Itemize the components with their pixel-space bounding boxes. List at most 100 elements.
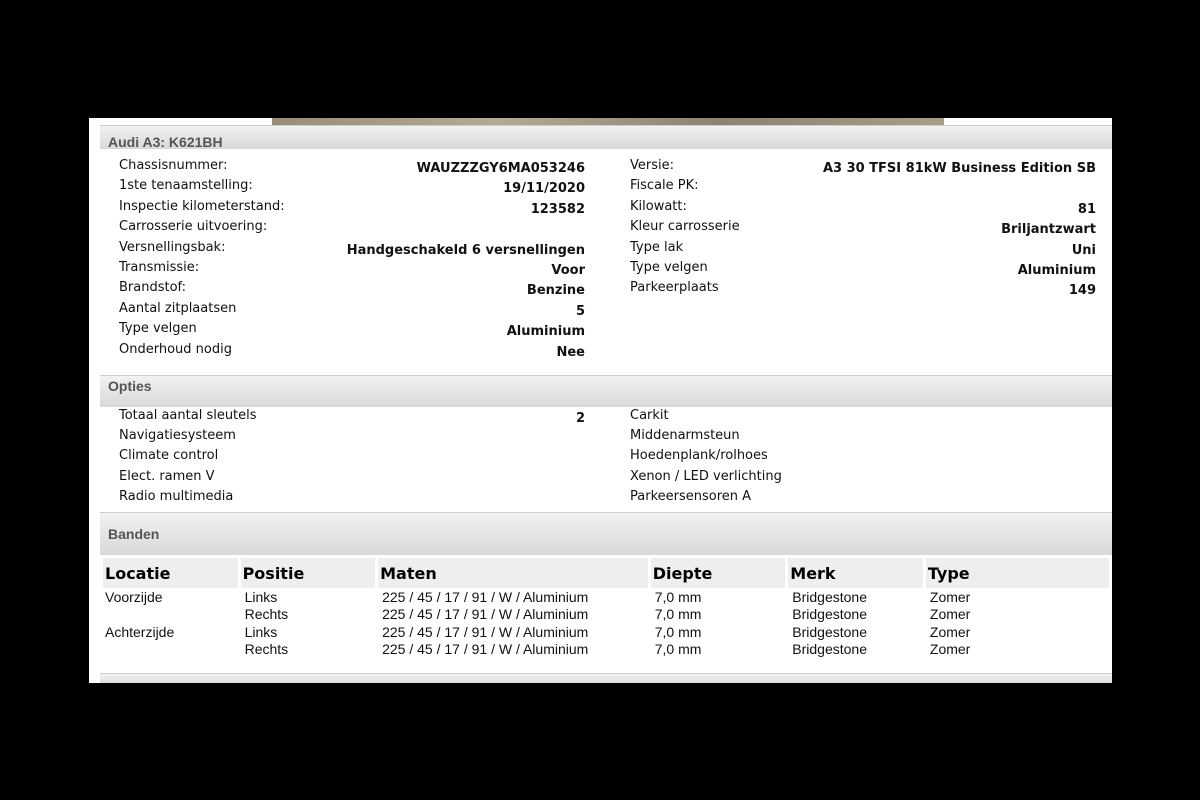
spec-row: Carkit: [89, 406, 1112, 426]
table-cell: Links: [244, 588, 278, 605]
table-cell: [103, 606, 238, 624]
table-cell: Zomer: [929, 641, 971, 658]
column-header: Type: [925, 558, 1109, 588]
spec-row: Kilowatt: 81: [89, 197, 1112, 217]
table-cell: Achterzijde: [105, 623, 175, 640]
spec-row: Transmissie: Voor: [89, 258, 1112, 278]
spec-label: Versie:: [630, 158, 674, 173]
spec-value: Briljantzwart: [1001, 222, 1096, 238]
spec-value: Voor: [551, 263, 585, 278]
spec-row: Hoedenplank/rolhoes: [89, 446, 1112, 466]
spec-row: Aantal zitplaatsen 5: [89, 299, 1112, 319]
spec-label: Inspectie kilometerstand:: [119, 198, 285, 214]
table-cell: 7,0 mm: [654, 623, 702, 640]
spec-label: Type velgen: [119, 321, 197, 337]
table-cell: Links: [244, 623, 278, 640]
spec-label: Kleur carrosserie: [630, 219, 740, 235]
spec-label: Chassisnummer:: [119, 158, 228, 173]
spec-row: Navigatiesysteem: [89, 426, 1112, 446]
spec-label: Parkeerplaats: [630, 280, 719, 296]
spec-row: Elect. ramen V: [89, 467, 1112, 487]
table-cell: 225 / 45 / 17 / 91 / W / Aluminium: [382, 606, 589, 623]
table-cell: Rechts: [244, 606, 289, 623]
spec-row: Type velgen Aluminium: [89, 319, 1112, 339]
spec-label: Carkit: [630, 408, 669, 423]
spec-label: Kilowatt:: [630, 198, 687, 214]
column-header: Locatie: [103, 558, 238, 588]
tires-table: Locatie Positie Maten Diepte Merk Type Voorzi…: [100, 558, 1112, 658]
table-cell: [103, 641, 238, 659]
spec-value: 5: [575, 303, 585, 319]
column-header: Diepte: [650, 558, 786, 588]
spec-label: Fiscale PK:: [630, 178, 699, 194]
spec-label: Middenarmsteun: [630, 428, 740, 444]
spec-row: Parkeersensoren A: [89, 487, 1112, 507]
spec-label: Elect. ramen V: [119, 468, 215, 484]
spec-value: 2: [575, 411, 585, 426]
spec-value: Benzine: [526, 283, 585, 299]
vehicle-photo: [272, 118, 944, 125]
spec-row: Chassisnummer: WAUZZZGY6MA053246: [89, 156, 1112, 176]
spec-label: Parkeersensoren A: [630, 488, 752, 504]
table-cell: 225 / 45 / 17 / 91 / W / Aluminium: [382, 588, 589, 605]
vehicle-detail-panel: Audi A3: K621BH Chassisnummer: WAUZZZGY6M…: [89, 118, 1112, 683]
spec-row: Parkeerplaats 149: [89, 278, 1112, 298]
table-cell: 7,0 mm: [654, 606, 702, 623]
spec-label: Brandstof:: [119, 280, 187, 296]
spec-row: Fiscale PK:: [89, 176, 1112, 196]
column-header: Positie: [240, 558, 376, 588]
spec-value: 19/11/2020: [503, 181, 585, 197]
table-row: Achterzijde Links 225 / 45 / 17 / 91 / W /…: [103, 623, 1109, 641]
spec-label: Climate control: [119, 448, 219, 464]
spec-row: Onderhoud nodig Nee: [89, 340, 1112, 360]
spec-row: Kleur carrosserie Briljantzwart: [89, 217, 1112, 237]
spec-value: Handgeschakeld 6 versnellingen: [346, 242, 585, 258]
table-cell: Bridgestone: [792, 623, 867, 640]
spec-value: Aluminium: [506, 324, 585, 340]
spec-label: Navigatiesysteem: [119, 428, 236, 444]
table-cell: Rechts: [244, 641, 289, 658]
spec-value: Nee: [556, 344, 585, 360]
column-header: Merk: [788, 558, 923, 588]
spec-row: Radio multimedia: [89, 487, 1112, 507]
table-cell: Zomer: [929, 623, 971, 640]
spec-row: Xenon / LED verlichting: [89, 467, 1112, 487]
table-cell: Zomer: [929, 606, 971, 623]
spec-row: Carrosserie uitvoering:: [89, 217, 1112, 237]
table-cell: Bridgestone: [792, 606, 867, 623]
spec-row: Type velgen Aluminium: [89, 258, 1112, 278]
options-section-header: Opties: [100, 375, 1112, 407]
table-row: Rechts 225 / 45 / 17 / 91 / W / Aluminium…: [103, 641, 1109, 659]
table-cell: Bridgestone: [792, 588, 867, 605]
spec-label: Hoedenplank/rolhoes: [630, 448, 768, 464]
table-cell: 7,0 mm: [654, 588, 702, 605]
spec-label: Carrosserie uitvoering:: [119, 219, 268, 235]
spec-label: 1ste tenaamstelling:: [119, 178, 253, 194]
spec-label: Onderhoud nodig: [119, 341, 232, 357]
spec-value: WAUZZZGY6MA053246: [416, 161, 585, 176]
spec-value: Uni: [1071, 242, 1096, 258]
spec-row: Climate control: [89, 446, 1112, 466]
spec-label: Type velgen: [630, 260, 708, 275]
spec-value: A3 30 TFSI 81kW Business Edition SB: [822, 161, 1096, 176]
spec-row: 1ste tenaamstelling: 19/11/2020: [89, 176, 1112, 196]
spec-row: Type lak Uni: [89, 238, 1112, 258]
table-cell: 7,0 mm: [654, 641, 702, 658]
spec-row: Totaal aantal sleutels 2: [89, 406, 1112, 426]
spec-row: Inspectie kilometerstand: 123582: [89, 197, 1112, 217]
spec-value: 149: [1068, 283, 1096, 299]
vehicle-section-header: Audi A3: K621BH: [100, 125, 1112, 150]
spec-value: 123582: [530, 201, 585, 217]
spec-value: 81: [1077, 201, 1096, 217]
spec-label: Aantal zitplaatsen: [119, 300, 237, 316]
tires-section-header: Banden: [100, 512, 1112, 555]
spec-label: Transmissie:: [119, 260, 200, 275]
next-section-header: [100, 673, 1112, 683]
table-cell: 225 / 45 / 17 / 91 / W / Aluminium: [382, 623, 589, 640]
spec-label: Totaal aantal sleutels: [119, 408, 257, 423]
table-cell: Zomer: [929, 588, 971, 605]
spec-label: Type lak: [630, 239, 684, 255]
spec-row: Versie: A3 30 TFSI 81kW Business Edition …: [89, 156, 1112, 176]
spec-label: Radio multimedia: [119, 488, 234, 504]
column-header: Maten: [378, 558, 648, 588]
